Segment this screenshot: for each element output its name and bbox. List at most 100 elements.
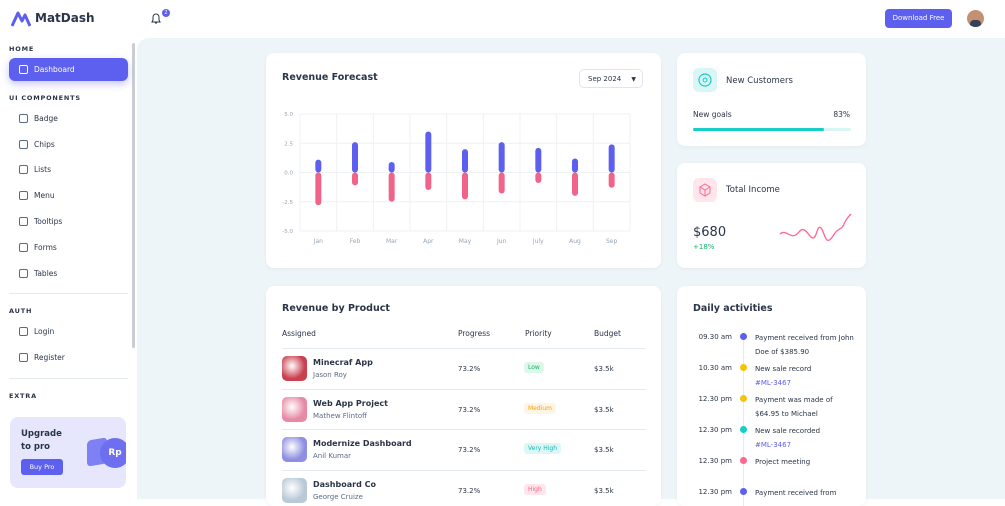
assignee: Mathew Flintoff (313, 411, 367, 420)
notification-badge: 2 (162, 9, 170, 17)
activity-time: 10.30 am (698, 364, 732, 372)
promo-badge: Rp (100, 438, 126, 468)
thumbnail (282, 437, 307, 463)
section-title: UI COMPONENTS (9, 93, 81, 102)
bar (425, 172, 432, 191)
bar (462, 172, 468, 200)
nav-label: Chips (34, 139, 55, 149)
x-tick-label: Aug (569, 238, 581, 245)
row-divider (282, 348, 646, 349)
nav-item[interactable]: Menu (9, 184, 128, 207)
column-header: Assigned (282, 329, 316, 338)
brand[interactable]: MatDash (35, 11, 95, 25)
activity-text: Payment received from (755, 489, 837, 497)
nav-item[interactable]: Login (9, 320, 128, 343)
activity-text: Project meeting (755, 458, 811, 466)
nav-item[interactable]: Badge (9, 107, 128, 130)
promo-title: Upgrade to pro (21, 429, 62, 452)
activity-dot (740, 426, 747, 433)
y-tick-label: -5.0 (282, 229, 293, 235)
promo-card: Upgrade to pro Buy Pro Rp (10, 417, 126, 488)
section-title: HOME (9, 45, 35, 53)
nav-icon (19, 353, 28, 363)
download-button[interactable]: Download Free (885, 9, 952, 28)
nav-item[interactable]: Chips (9, 133, 128, 156)
progress: 73.2% (458, 365, 481, 373)
y-tick-label: 5.0 (284, 112, 293, 118)
period-select[interactable]: Sep 2024 ▼ (579, 69, 643, 88)
nav-icon (19, 327, 28, 337)
x-tick-label: Jan (313, 238, 323, 245)
scrollbar (132, 43, 135, 348)
thumbnail (282, 356, 307, 381)
activity-text: Payment was made of $64.95 to Michael (755, 396, 833, 418)
product-name: Modernize Dashboard (313, 439, 412, 449)
budget: $3.5k (594, 487, 614, 496)
nav-item[interactable]: Forms (9, 236, 128, 259)
income-change: +18% (693, 243, 715, 251)
nav-icon (19, 242, 28, 252)
activity-link: #ML-3467 (755, 441, 792, 449)
promo-button[interactable]: Buy Pro (21, 459, 63, 475)
nav-item[interactable]: Dashboard (9, 58, 128, 81)
activity-time: 12.30 pm (698, 457, 732, 465)
bar (535, 147, 542, 173)
bell-icon[interactable] (150, 12, 162, 25)
nav-icon (19, 191, 28, 201)
nav-icon (19, 113, 28, 123)
product-name: Dashboard Co (313, 480, 376, 490)
nav-item[interactable]: Register (9, 346, 128, 369)
new-customers-card: New Customers New goals 83% (677, 53, 866, 146)
nav-icon (19, 268, 28, 278)
products-card: Revenue by Product Assigned Progress Prior… (266, 286, 661, 506)
assignee: Anil Kumar (313, 452, 352, 461)
x-tick-label: Jun (496, 238, 507, 245)
bar (388, 161, 395, 173)
bar (498, 142, 505, 173)
activity-text: New sale recorded (755, 427, 821, 435)
activity-time: 12.30 pm (698, 488, 732, 496)
income-icon (693, 178, 717, 202)
card-title: New Customers (726, 76, 793, 86)
divider (9, 293, 128, 295)
card-title: Total Income (726, 185, 780, 195)
y-tick-label: 0.0 (284, 171, 293, 177)
nav-label: Menu (34, 191, 55, 201)
product-name: Minecraf App (313, 358, 373, 367)
bar (572, 172, 578, 196)
period-text: Sep 2024 (588, 75, 622, 83)
income-amount: $680 (693, 225, 727, 240)
x-tick-label: May (459, 238, 472, 245)
avatar[interactable] (967, 10, 984, 27)
priority-badge: Low (524, 362, 544, 373)
activity-dot (740, 395, 747, 402)
nav-item[interactable]: Tables (9, 262, 128, 285)
nav-label: Forms (34, 242, 57, 252)
nav-item[interactable]: Tooltips (9, 210, 128, 233)
nav-icon (19, 139, 28, 149)
activity-text: Payment received from John Doe of $385.9… (755, 334, 854, 356)
nav-label: Badge (34, 113, 58, 123)
row-divider (282, 388, 646, 390)
nav-label: Login (34, 327, 55, 337)
nav-label: Tooltips (34, 217, 63, 226)
activity-dot (740, 457, 747, 464)
sparkline (779, 213, 852, 242)
row-divider (282, 470, 646, 472)
x-tick-label: Apr (423, 238, 434, 245)
nav-item[interactable]: Lists (9, 158, 128, 181)
activity-time: 09.30 am (698, 333, 732, 341)
nav-label: Dashboard (34, 65, 75, 74)
nav-label: Register (34, 353, 65, 363)
product-name: Web App Project (313, 398, 388, 408)
priority-badge: Medium (524, 402, 556, 414)
activity-time: 12.30 pm (698, 426, 732, 434)
column-header: Progress (458, 329, 491, 338)
budget: $3.5k (594, 365, 614, 373)
nav-label: Tables (34, 268, 58, 278)
activity-text: New sale record (755, 365, 812, 373)
revenue-chart: 5.0 2.5 0.0 -2.5 -5.0 Jan Feb Mar Apr May Jun July A… (282, 112, 631, 245)
bar (388, 172, 395, 202)
column-header: Priority (525, 329, 552, 338)
